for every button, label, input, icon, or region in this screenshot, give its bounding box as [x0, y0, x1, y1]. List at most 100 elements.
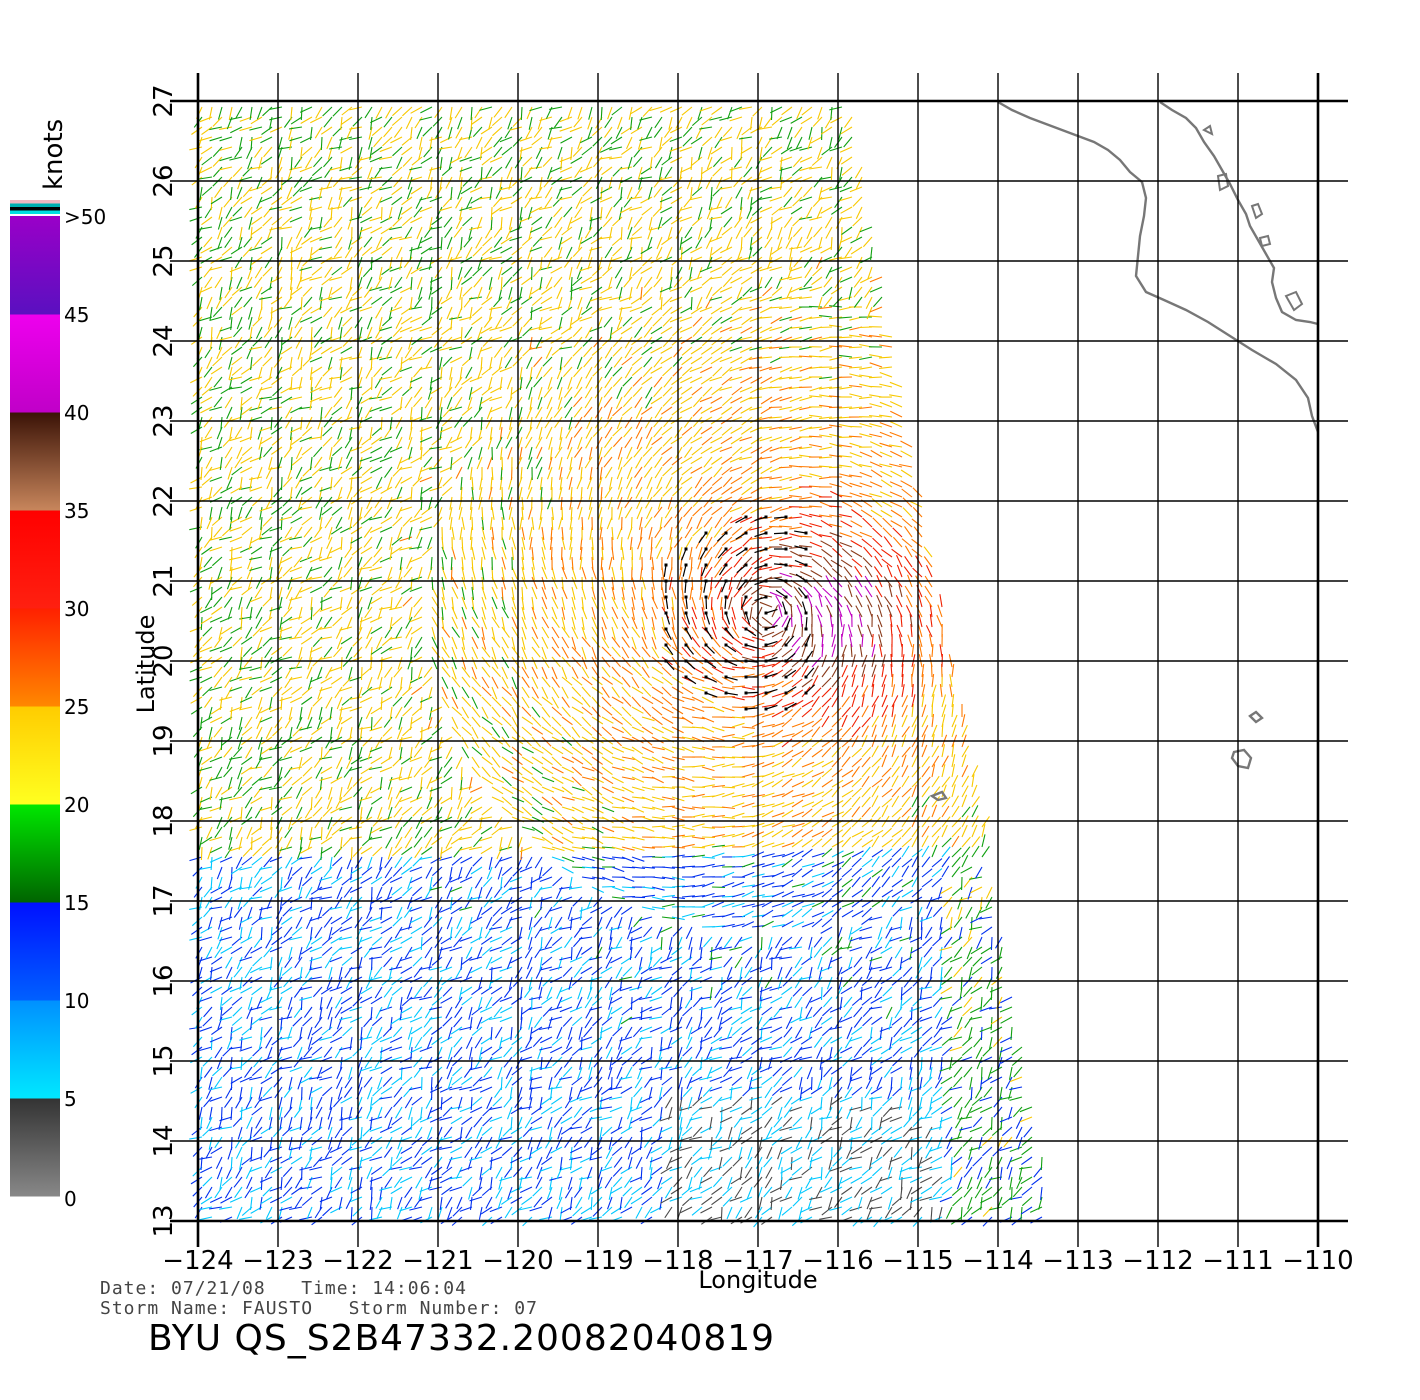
wind-vector	[734, 936, 743, 949]
wind-vector	[251, 986, 263, 996]
wind-vector	[270, 796, 273, 811]
wind-vector	[336, 866, 343, 880]
wind-vector	[469, 1156, 483, 1161]
wind-vector	[949, 956, 963, 963]
wind-vector	[635, 1156, 643, 1169]
wind-vector	[709, 1116, 713, 1130]
wind-vector	[809, 1156, 813, 1170]
wind-vector	[985, 886, 993, 899]
wind-vector	[870, 1156, 883, 1165]
wind-vector	[271, 926, 283, 936]
wind-vector	[733, 1116, 743, 1128]
wind-vector	[811, 738, 823, 748]
wind-vector	[429, 1016, 443, 1020]
wind-vector	[849, 1156, 863, 1160]
wind-vector	[319, 1196, 333, 1203]
wind-vector	[931, 764, 936, 778]
wind-vector	[841, 857, 852, 868]
wind-vector	[332, 856, 343, 867]
wind-vector	[870, 996, 883, 1004]
wind-vector	[391, 616, 403, 627]
wind-vector	[249, 596, 263, 603]
wind-vector	[313, 796, 323, 808]
wind-vector	[370, 756, 383, 765]
wind-vector	[480, 1046, 493, 1055]
wind-vector	[540, 896, 543, 910]
wind-vector	[323, 866, 333, 878]
wind-vector	[375, 1006, 383, 1019]
wind-vector	[661, 676, 673, 686]
wind-vector	[564, 1096, 573, 1109]
wind-vector	[451, 716, 459, 729]
wind-vector	[846, 1106, 853, 1120]
wind-vector	[821, 828, 833, 838]
wind-vector	[731, 742, 745, 748]
wind-vector	[260, 876, 273, 885]
wind-vector	[749, 1096, 763, 1101]
wind-vector	[499, 946, 513, 953]
wind-vector	[851, 996, 863, 1006]
wind-vector	[775, 936, 783, 949]
wind-vector	[703, 936, 713, 948]
wind-vector	[551, 826, 564, 835]
wind-vector	[770, 1196, 773, 1211]
wind-vector	[851, 796, 861, 808]
wind-vector	[470, 1056, 473, 1071]
wind-vector	[451, 606, 458, 620]
wind-vector	[761, 631, 775, 638]
wind-vector	[901, 746, 911, 758]
wind-vector	[369, 956, 383, 960]
wind-vector	[961, 806, 971, 818]
wind-vector	[531, 796, 543, 806]
wind-vector	[340, 1006, 353, 1014]
wind-vector	[263, 1026, 273, 1038]
wind-vector	[718, 1156, 723, 1170]
wind-vector	[951, 704, 954, 718]
wind-vector	[221, 1006, 233, 1016]
wind-vector	[211, 606, 223, 615]
wind-vector	[580, 966, 593, 975]
wind-vector	[621, 826, 635, 832]
wind-vector	[881, 848, 893, 858]
wind-vector	[490, 896, 503, 904]
wind-vector	[482, 1116, 493, 1127]
wind-vector	[720, 986, 733, 995]
wind-vector	[189, 1136, 203, 1140]
wind-vector	[963, 1066, 973, 1078]
wind-vector	[678, 1136, 683, 1150]
wind-vector	[631, 896, 646, 899]
wind-vector	[711, 636, 721, 648]
wind-vector	[551, 806, 563, 817]
wind-vector	[228, 906, 233, 920]
wind-vector	[581, 686, 592, 698]
wind-vector	[849, 1076, 863, 1082]
wind-vector	[741, 606, 747, 620]
wind-vector	[700, 966, 713, 974]
wind-vector	[721, 726, 736, 729]
wind-vector	[230, 1076, 243, 1084]
wind-vector	[821, 918, 833, 928]
wind-vector	[319, 896, 333, 900]
wind-vector	[548, 1206, 553, 1220]
wind-vector	[831, 623, 834, 638]
wind-vector	[399, 736, 413, 741]
wind-vector	[671, 966, 683, 976]
wind-vector	[409, 756, 423, 763]
wind-vector	[501, 626, 510, 638]
wind-vector	[811, 861, 825, 868]
wind-vector	[470, 866, 483, 875]
wind-vector	[919, 1046, 933, 1053]
wind-vector	[849, 1136, 863, 1141]
wind-vector	[445, 956, 453, 969]
wind-vector	[477, 996, 483, 1010]
wind-vector	[681, 1126, 693, 1137]
wind-vector	[419, 696, 433, 703]
wind-vector	[641, 726, 654, 735]
wind-vector	[369, 1096, 373, 1110]
wind-vector	[491, 636, 501, 648]
wind-vector	[761, 1006, 773, 1016]
wind-vector	[339, 686, 353, 692]
wind-vector	[289, 676, 303, 681]
wind-vector	[870, 946, 883, 954]
wind-vector	[340, 796, 353, 804]
